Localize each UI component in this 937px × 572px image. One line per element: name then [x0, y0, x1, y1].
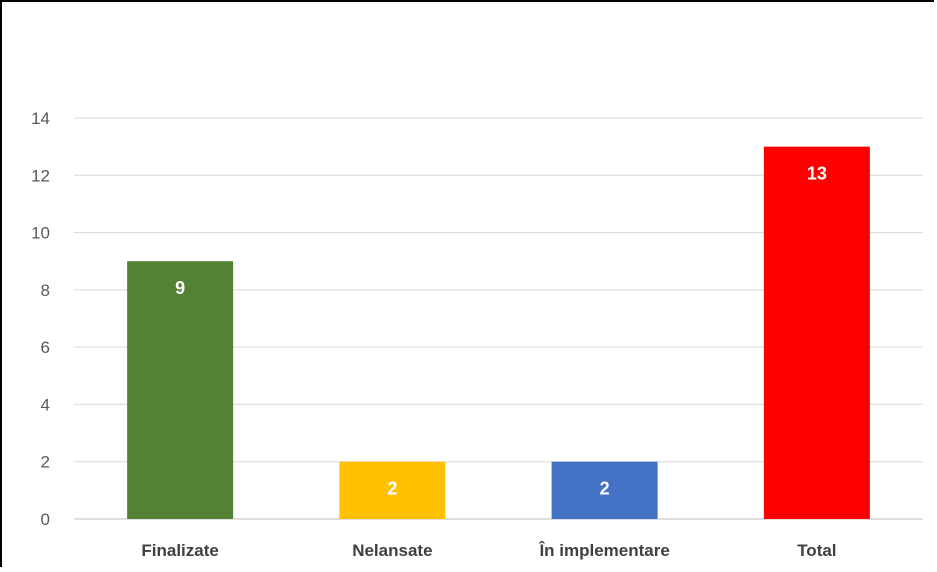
y-tick-label: 12: [31, 166, 50, 185]
x-category-label: Finalizate: [141, 541, 218, 560]
bar: [127, 261, 234, 519]
x-category-label: Total: [797, 541, 836, 560]
y-tick-label: 10: [31, 224, 50, 243]
bar: [551, 461, 658, 519]
x-category-label: Nelansate: [352, 541, 432, 560]
bar-value-label: 13: [807, 164, 827, 184]
y-tick-label: 8: [41, 281, 50, 300]
y-axis-ticks: 0 2 4 6 8 10 12 14: [31, 109, 50, 529]
y-tick-label: 2: [41, 453, 50, 472]
y-tick-label: 0: [41, 510, 50, 529]
x-category-label: În implementare: [538, 541, 669, 560]
y-tick-label: 4: [41, 395, 50, 414]
bar-value-label: 9: [175, 278, 185, 298]
bar-value-label: 2: [600, 479, 610, 499]
bar-value-label: 2: [387, 479, 397, 499]
data-labels: 9 2 2 13: [175, 164, 827, 499]
bars: [127, 146, 870, 519]
y-tick-label: 14: [31, 109, 50, 128]
bar: [763, 146, 870, 519]
bar: [339, 461, 446, 519]
x-axis-categories: Finalizate Nelansate În implementare Total: [141, 541, 836, 560]
y-tick-label: 6: [41, 338, 50, 357]
